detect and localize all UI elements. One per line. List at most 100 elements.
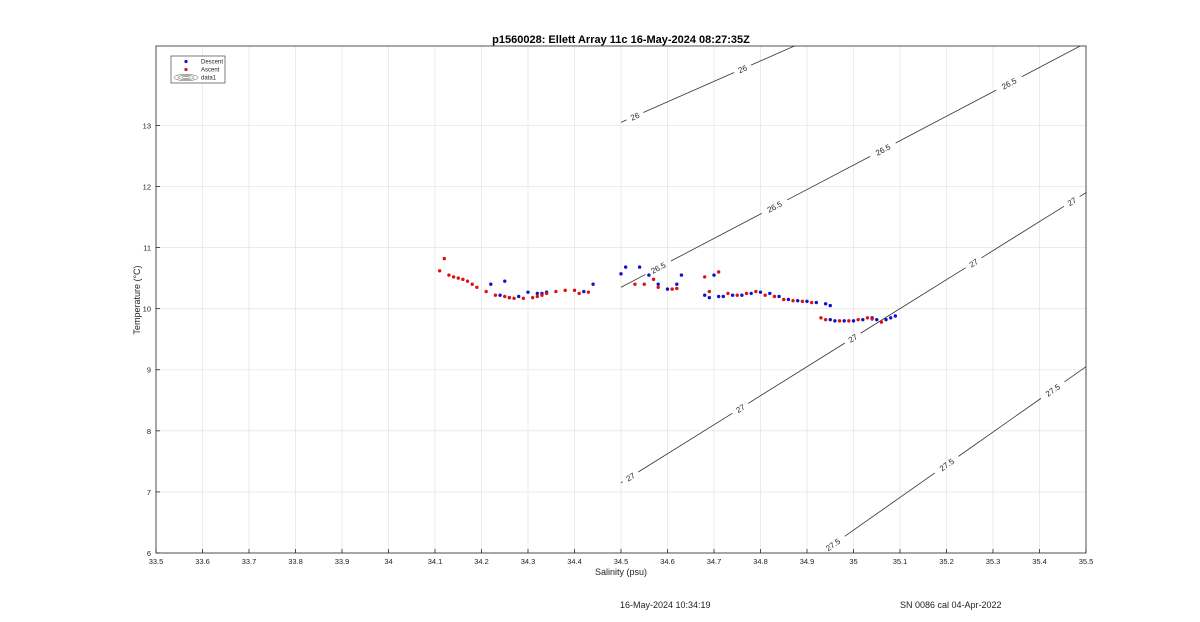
contour-line bbox=[895, 89, 997, 144]
ascent-point bbox=[642, 282, 646, 286]
ascent-point bbox=[461, 277, 465, 282]
contour-label: 27.5 bbox=[824, 537, 842, 554]
descent-point bbox=[889, 316, 893, 320]
ascent-point bbox=[763, 293, 767, 297]
descent-point bbox=[768, 291, 772, 296]
x-tick-label: 33.8 bbox=[288, 557, 303, 566]
ascent-point bbox=[465, 279, 470, 283]
ascent-point bbox=[675, 286, 679, 291]
contour-label: 26.5 bbox=[874, 142, 892, 157]
descent-point bbox=[707, 295, 712, 300]
descent-point bbox=[884, 317, 888, 322]
ascent-point bbox=[782, 297, 786, 302]
ascent-point bbox=[633, 282, 637, 286]
descent-point bbox=[758, 290, 763, 294]
descent-point bbox=[498, 293, 502, 297]
x-tick-label: 34.1 bbox=[428, 557, 443, 566]
x-tick-label: 33.6 bbox=[195, 557, 210, 566]
legend-item-data1: data1 bbox=[173, 74, 217, 82]
ascent-point bbox=[447, 273, 451, 277]
ascent-point bbox=[847, 319, 851, 323]
ascent-point bbox=[577, 291, 581, 296]
descent-point bbox=[893, 314, 898, 318]
descent-point bbox=[637, 265, 642, 269]
ascent-point bbox=[451, 275, 456, 279]
descent-point bbox=[814, 300, 818, 305]
descent-point bbox=[675, 282, 679, 286]
descent-point bbox=[712, 273, 716, 277]
chart-title: p1560028: Ellett Array 11c 16-May-2024 0… bbox=[492, 34, 750, 46]
descent-point bbox=[805, 299, 809, 304]
x-tick-label: 35.2 bbox=[939, 557, 954, 566]
ascent-point bbox=[484, 289, 488, 294]
contour-label: 27.5 bbox=[1044, 382, 1062, 399]
descent-point bbox=[796, 299, 800, 303]
ascent-point bbox=[503, 294, 507, 299]
descent-point bbox=[740, 293, 744, 297]
y-tick-label: 10 bbox=[143, 305, 151, 314]
ascent-point bbox=[735, 293, 739, 297]
ascent-point bbox=[521, 296, 526, 300]
ascent-point bbox=[572, 288, 577, 293]
descent-point bbox=[619, 272, 623, 276]
density-contours: 25.52626262626.526.526.526.5272727272727… bbox=[620, 0, 1086, 554]
descent-point bbox=[665, 287, 670, 291]
ascent-point bbox=[530, 295, 535, 300]
descent-point bbox=[828, 317, 832, 322]
ascent-point bbox=[437, 269, 442, 273]
ascent-point bbox=[670, 287, 674, 291]
legend-data1-label: data1 bbox=[201, 76, 217, 82]
contour-line bbox=[670, 212, 762, 262]
ascent-point bbox=[870, 317, 874, 321]
descent-point bbox=[489, 282, 493, 286]
descent-point bbox=[535, 291, 539, 296]
x-tick-label: 33.7 bbox=[242, 557, 257, 566]
contour-label: 25.5 bbox=[640, 0, 658, 2]
contour-label: 27.5 bbox=[938, 457, 956, 474]
ascent-point bbox=[707, 289, 712, 294]
ascent-point bbox=[475, 285, 479, 289]
ascent-point bbox=[809, 300, 814, 305]
ascent-point bbox=[540, 293, 544, 297]
ascent-point bbox=[651, 277, 656, 282]
ascent-point bbox=[716, 270, 721, 274]
contour-label: 26.5 bbox=[649, 260, 667, 275]
ascent-point bbox=[800, 299, 805, 304]
descent-point bbox=[851, 319, 856, 323]
contour-line bbox=[638, 412, 733, 473]
ascent-point bbox=[470, 282, 474, 286]
contour-label: 26.5 bbox=[1000, 76, 1018, 91]
ascent-point bbox=[879, 320, 884, 324]
descent-point bbox=[786, 297, 791, 302]
x-tick-label: 35 bbox=[849, 557, 857, 566]
contour-line bbox=[620, 119, 627, 123]
ascent-point bbox=[865, 316, 870, 320]
footer-serial: SN 0086 cal 04-Apr-2022 bbox=[900, 600, 1002, 610]
ascent-point bbox=[563, 288, 567, 293]
legend-ascent-label: Ascent bbox=[201, 68, 220, 74]
contour-line bbox=[1064, 366, 1086, 383]
ascent-point bbox=[512, 296, 516, 300]
descent-point bbox=[623, 265, 628, 269]
ascent-point bbox=[754, 289, 758, 294]
contour-line bbox=[787, 156, 871, 201]
contour-line bbox=[747, 342, 846, 404]
contour-line bbox=[750, 46, 796, 66]
descent-point bbox=[861, 317, 865, 322]
legend-box bbox=[170, 55, 226, 84]
contour-label: 26 bbox=[629, 111, 641, 123]
legend: Descent Ascent data1 bbox=[170, 55, 226, 84]
descent-point bbox=[582, 289, 586, 294]
contour-label: 27 bbox=[968, 257, 981, 270]
descent-point bbox=[503, 279, 507, 283]
legend-ascent-marker bbox=[184, 67, 188, 72]
axes: 33.5 33.6 33.7 33.8 33.9 34 34.1 34.2 34.3 34.4 34… bbox=[143, 121, 1094, 566]
descent-point bbox=[828, 303, 832, 308]
y-tick-label: 9 bbox=[147, 366, 151, 375]
ascent-point bbox=[837, 319, 842, 323]
descent-point bbox=[591, 282, 595, 286]
descent-point bbox=[517, 294, 521, 299]
contour-label: 26 bbox=[737, 63, 749, 75]
descent-point bbox=[749, 291, 753, 296]
